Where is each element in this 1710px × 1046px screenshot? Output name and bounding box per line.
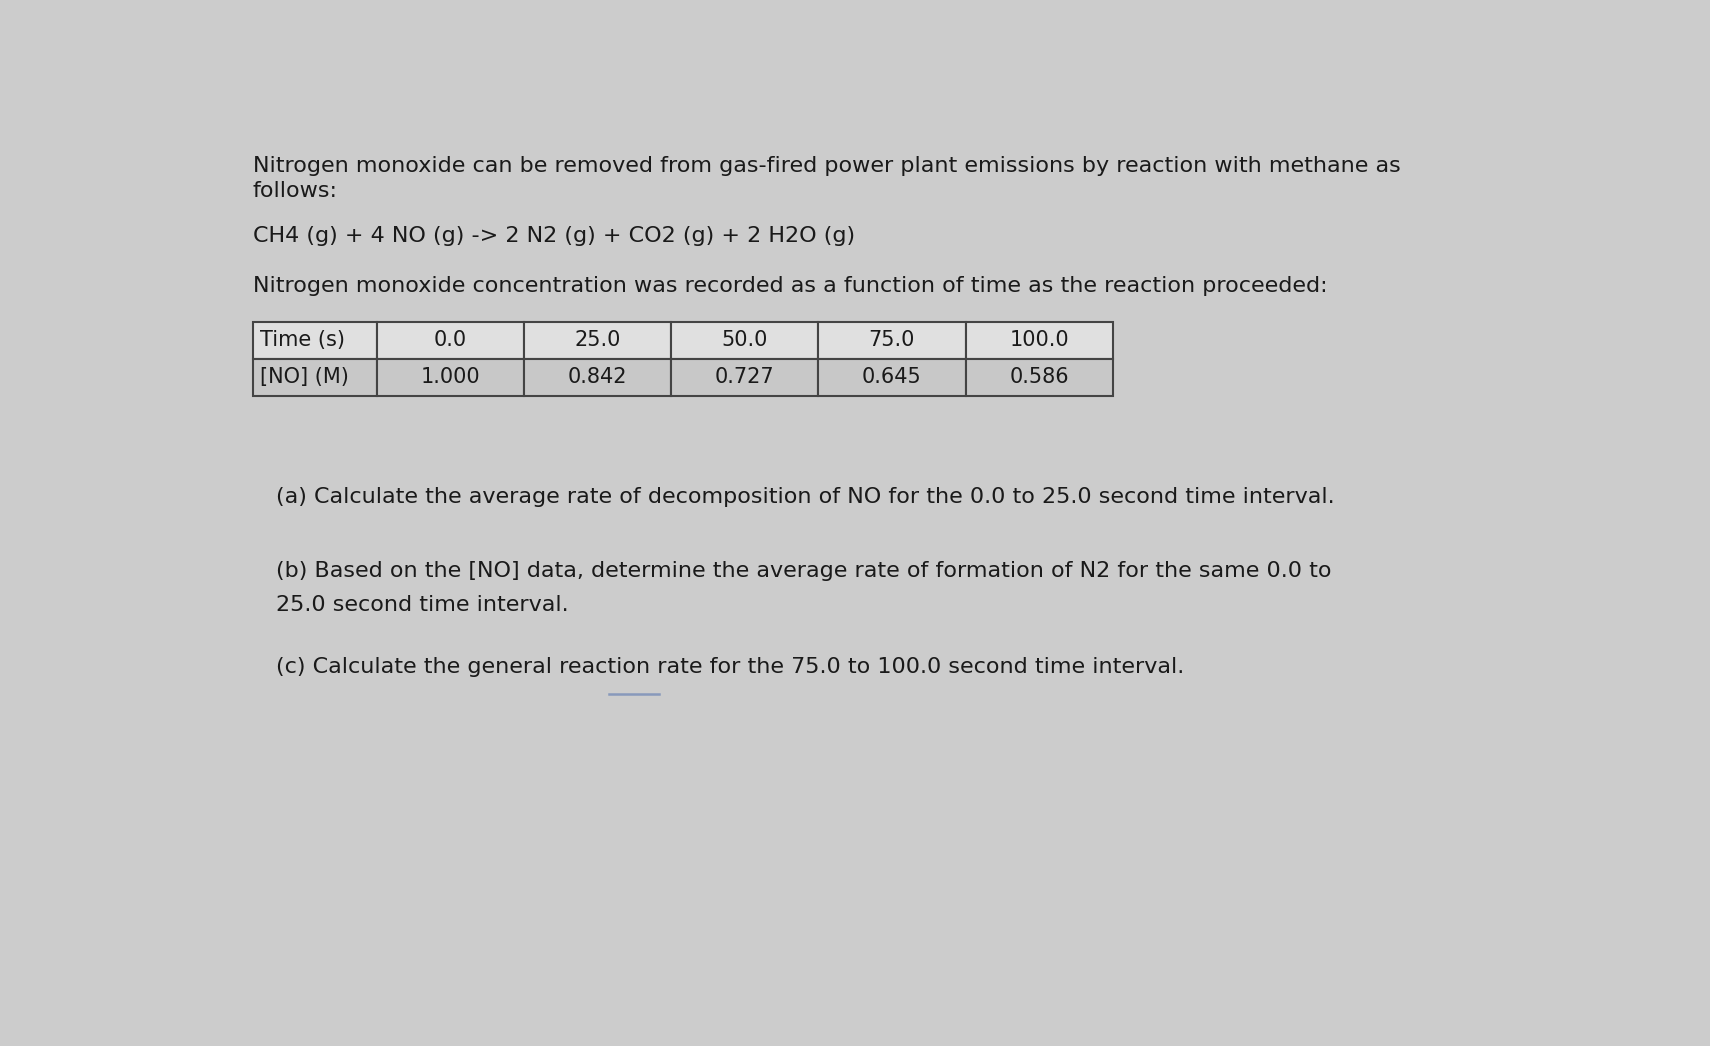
Bar [523,322,670,359]
Text: 0.645: 0.645 [862,367,922,387]
Text: (c) Calculate the general reaction rate for the 75.0 to 100.0 second time interv: (c) Calculate the general reaction rate … [275,657,1183,677]
Text: 100.0: 100.0 [1009,331,1069,350]
Bar [253,322,376,359]
Text: 0.727: 0.727 [715,367,775,387]
Bar [253,359,376,395]
Text: (a) Calculate the average rate of decomposition of NO for the 0.0 to 25.0 second: (a) Calculate the average rate of decomp… [275,487,1334,507]
Bar [523,359,670,395]
Text: Nitrogen monoxide can be removed from gas-fired power plant emissions by reactio: Nitrogen monoxide can be removed from ga… [253,156,1400,177]
Bar [966,359,1113,395]
Bar [819,359,966,395]
Bar [670,359,819,395]
Bar [819,322,966,359]
Text: [NO] (M): [NO] (M) [260,367,349,387]
Text: 25.0 second time interval.: 25.0 second time interval. [275,595,568,615]
Text: 0.586: 0.586 [1009,367,1069,387]
Text: 1.000: 1.000 [421,367,481,387]
Text: Nitrogen monoxide concentration was recorded as a function of time as the reacti: Nitrogen monoxide concentration was reco… [253,276,1327,296]
Text: 25.0: 25.0 [575,331,621,350]
Text: 0.0: 0.0 [434,331,467,350]
Bar [376,359,523,395]
Bar [966,322,1113,359]
Text: Time (s): Time (s) [260,331,345,350]
Bar [670,322,819,359]
Text: follows:: follows: [253,181,337,201]
Text: 50.0: 50.0 [722,331,768,350]
Text: (b) Based on the [NO] data, determine the average rate of formation of N2 for th: (b) Based on the [NO] data, determine th… [275,561,1332,581]
Bar [376,322,523,359]
Text: 75.0: 75.0 [869,331,915,350]
Text: CH4 (g) + 4 NO (g) -> 2 N2 (g) + CO2 (g) + 2 H2O (g): CH4 (g) + 4 NO (g) -> 2 N2 (g) + CO2 (g)… [253,226,855,246]
Text: 0.842: 0.842 [568,367,628,387]
